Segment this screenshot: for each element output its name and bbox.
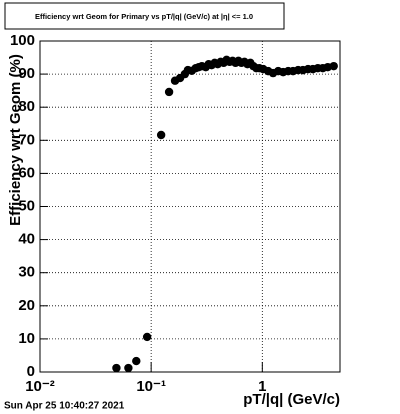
data-point [329,61,338,71]
footer-date: Sun Apr 25 10:40:27 2021 [4,401,125,412]
y-tick-label: 50 [18,197,35,214]
x-tick-label: 10⁻² [25,378,55,395]
x-tick-label: 1 [258,378,266,395]
x-axis-label: pT/|q| (GeV/c) [243,391,340,408]
y-tick-label: 70 [18,131,35,148]
data-point [164,87,174,97]
y-tick-label: 60 [18,164,35,181]
y-tick-label: 90 [18,65,35,82]
chart-title: Efficiency wrt Geom for Primary vs pT/|q… [35,12,253,21]
y-tick-label: 100 [10,32,35,49]
data-point [132,356,141,366]
title-box [4,2,285,30]
data-point [156,130,166,140]
data-point [112,363,121,373]
y-tick-label: 80 [18,98,35,115]
data-point [142,332,152,342]
y-tick-label: 30 [18,264,35,281]
y-tick-label: 20 [18,297,35,314]
x-tick-label: 10⁻¹ [136,378,166,395]
data-point [124,363,133,373]
y-tick-label: 10 [18,330,35,347]
y-axis-label: Efficiency wrt Geom (%) [7,54,24,226]
y-tick-label: 40 [18,231,35,248]
y-tick-label: 0 [27,363,35,380]
